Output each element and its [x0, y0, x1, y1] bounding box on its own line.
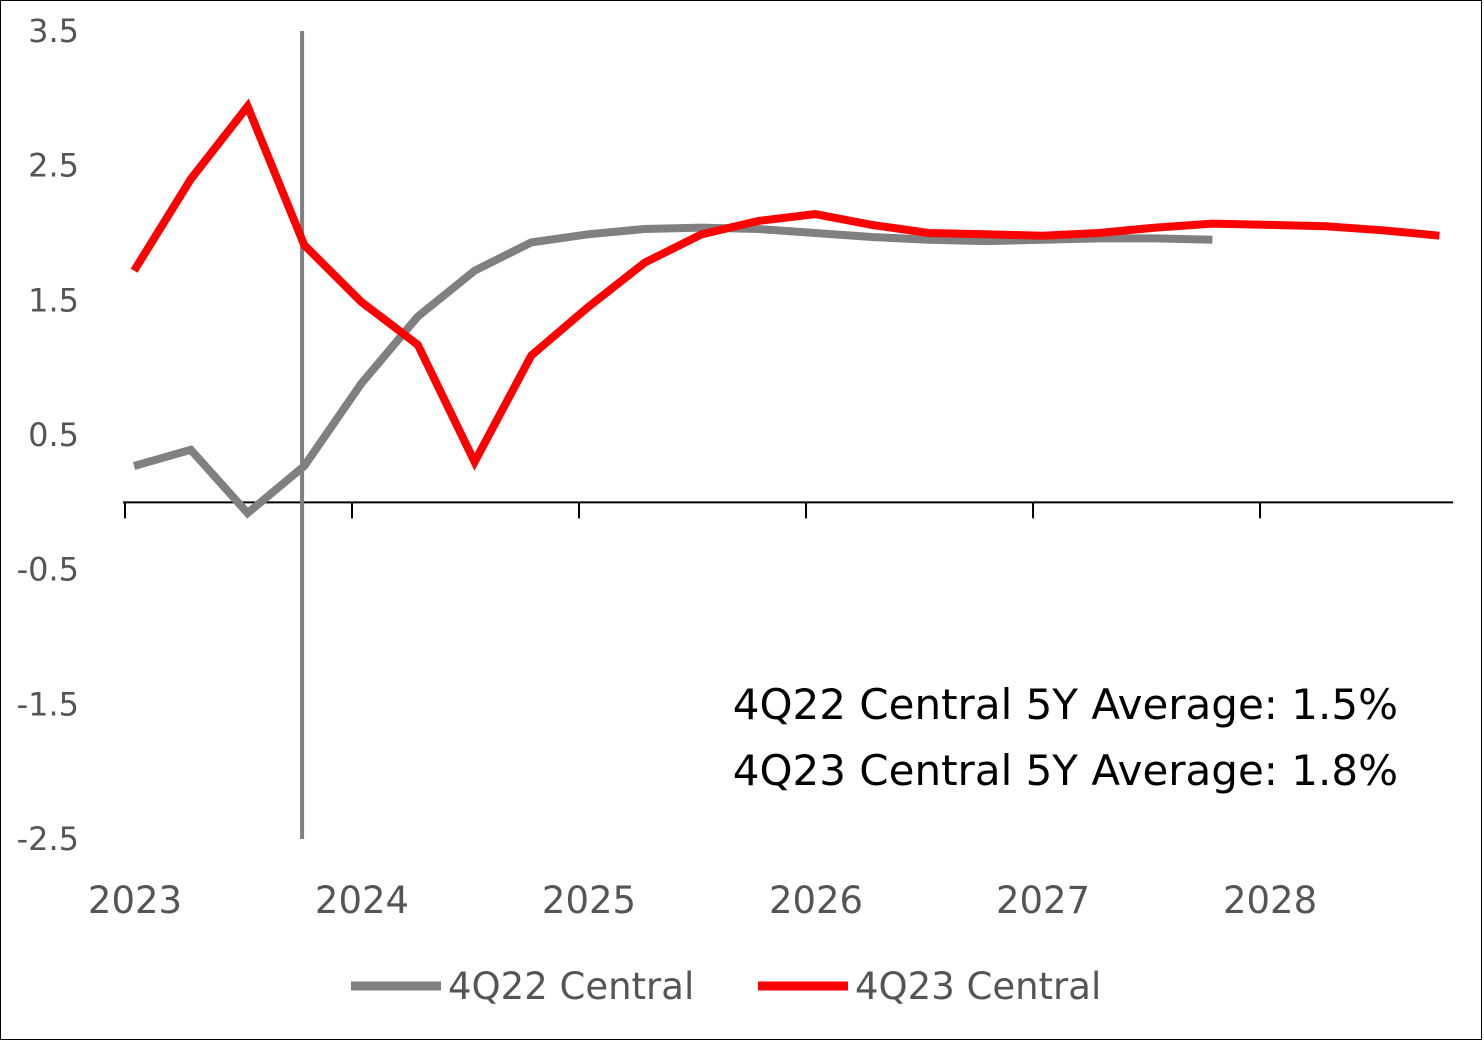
- y-tick-label: 2.5: [28, 147, 79, 185]
- legend-label-4q23: 4Q23 Central: [855, 965, 1101, 1008]
- y-axis-ticks: 3.5 2.5 1.5 0.5 -0.5 -1.5 -2.5: [17, 12, 79, 858]
- y-tick-label: 1.5: [28, 281, 79, 319]
- annotation-4q23-average: 4Q23 Central 5Y Average: 1.8%: [733, 746, 1398, 795]
- legend-label-4q22: 4Q22 Central: [448, 965, 694, 1008]
- series-line-4q22-central: [133, 223, 1213, 519]
- y-tick-label: -2.5: [17, 820, 79, 858]
- annotation-4q22-average: 4Q22 Central 5Y Average: 1.5%: [733, 680, 1398, 729]
- x-tick-label: 2026: [769, 879, 863, 922]
- series-line-4q23-central: [130, 98, 1440, 471]
- x-tick-label: 2025: [542, 879, 636, 922]
- y-tick-label: 0.5: [28, 416, 79, 454]
- legend: 4Q22 Central 4Q23 Central: [351, 965, 1101, 1008]
- x-tick-label: 2023: [88, 879, 182, 922]
- series-layer: [130, 98, 1440, 519]
- x-tick-label: 2027: [996, 879, 1090, 922]
- y-tick-label: -0.5: [17, 551, 79, 589]
- y-tick-label: 3.5: [28, 12, 79, 50]
- x-axis-ticks: 2023 2024 2025 2026 2027 2028: [88, 502, 1317, 922]
- x-tick-label: 2028: [1223, 879, 1317, 922]
- x-tick-label: 2024: [315, 879, 409, 922]
- y-tick-label: -1.5: [17, 685, 79, 723]
